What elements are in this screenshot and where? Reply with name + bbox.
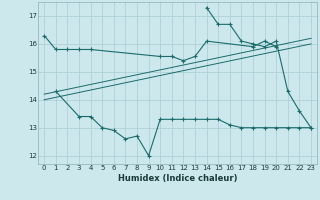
X-axis label: Humidex (Indice chaleur): Humidex (Indice chaleur) xyxy=(118,174,237,183)
